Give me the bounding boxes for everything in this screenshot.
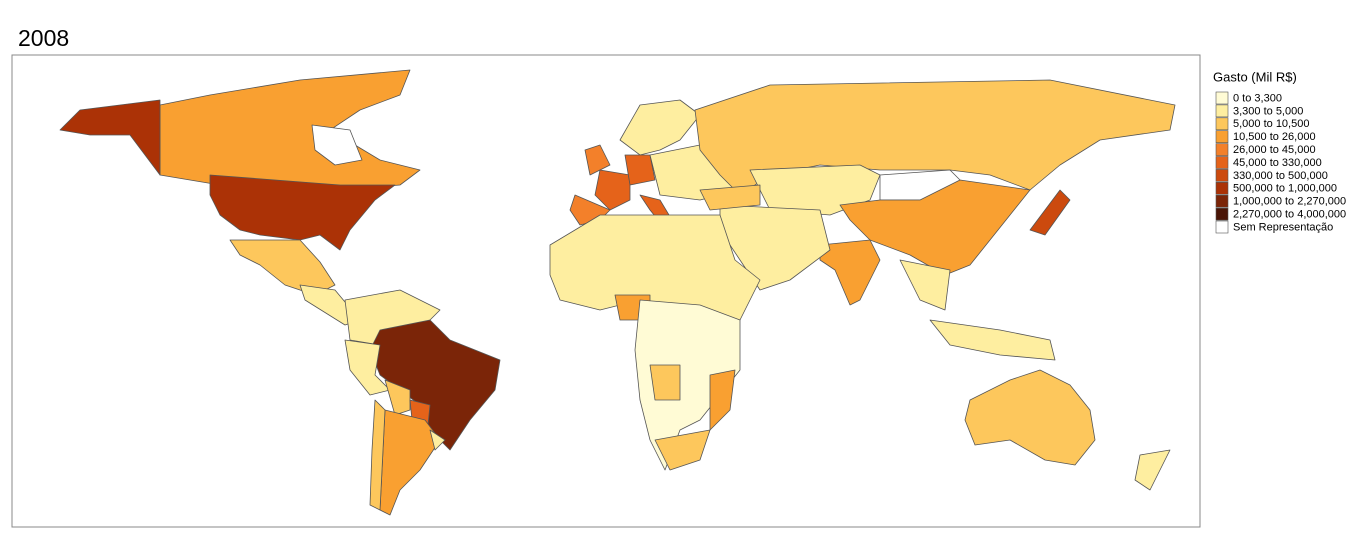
country bbox=[899, 259, 951, 311]
legend-label: 3,300 to 5,000 bbox=[1233, 105, 1303, 117]
legend-label: 330,000 to 500,000 bbox=[1233, 170, 1328, 182]
legend-label: 10,500 to 26,000 bbox=[1233, 131, 1316, 143]
legend-swatch bbox=[1215, 104, 1229, 118]
country bbox=[634, 299, 741, 471]
country bbox=[429, 429, 446, 451]
country bbox=[369, 319, 501, 451]
country bbox=[709, 369, 736, 431]
country bbox=[964, 369, 1096, 466]
countries bbox=[59, 69, 1176, 516]
legend-label: 26,000 to 45,000 bbox=[1233, 144, 1316, 156]
country bbox=[1029, 189, 1071, 236]
legend-label: 1,000,000 to 2,270,000 bbox=[1233, 196, 1346, 208]
country bbox=[59, 99, 161, 176]
legend-swatch bbox=[1215, 220, 1229, 234]
country bbox=[594, 169, 631, 211]
legend-swatch bbox=[1215, 169, 1229, 182]
legend-label: 500,000 to 1,000,000 bbox=[1233, 183, 1337, 195]
legend-swatch bbox=[1215, 130, 1229, 143]
country bbox=[654, 429, 711, 471]
country bbox=[379, 409, 441, 516]
country bbox=[369, 399, 386, 511]
legend-swatch bbox=[1215, 182, 1229, 195]
legend-swatch bbox=[1215, 91, 1229, 105]
legend-label: 5,000 to 10,500 bbox=[1233, 118, 1309, 130]
country bbox=[209, 174, 396, 251]
legend-swatch bbox=[1215, 194, 1229, 208]
legend-swatch bbox=[1215, 207, 1229, 221]
legend-swatch bbox=[1215, 117, 1229, 131]
legend-swatch bbox=[1215, 143, 1229, 156]
country bbox=[699, 184, 761, 211]
country bbox=[1134, 449, 1171, 491]
legend-title: Gasto (Mil R$) bbox=[1213, 69, 1297, 84]
country bbox=[819, 239, 881, 306]
country bbox=[311, 124, 363, 166]
legend-label: Sem Representação bbox=[1233, 221, 1333, 233]
legend-label: 0 to 3,300 bbox=[1233, 92, 1282, 104]
country bbox=[929, 319, 1056, 361]
country bbox=[624, 154, 656, 186]
country bbox=[649, 364, 681, 401]
country bbox=[384, 379, 411, 416]
legend-label: 2,270,000 to 4,000,000 bbox=[1233, 209, 1346, 221]
country bbox=[619, 99, 701, 156]
legend-label: 45,000 to 330,000 bbox=[1233, 157, 1322, 169]
legend-swatch bbox=[1215, 156, 1229, 169]
map-title: 2008 bbox=[18, 25, 69, 51]
country bbox=[584, 144, 611, 176]
